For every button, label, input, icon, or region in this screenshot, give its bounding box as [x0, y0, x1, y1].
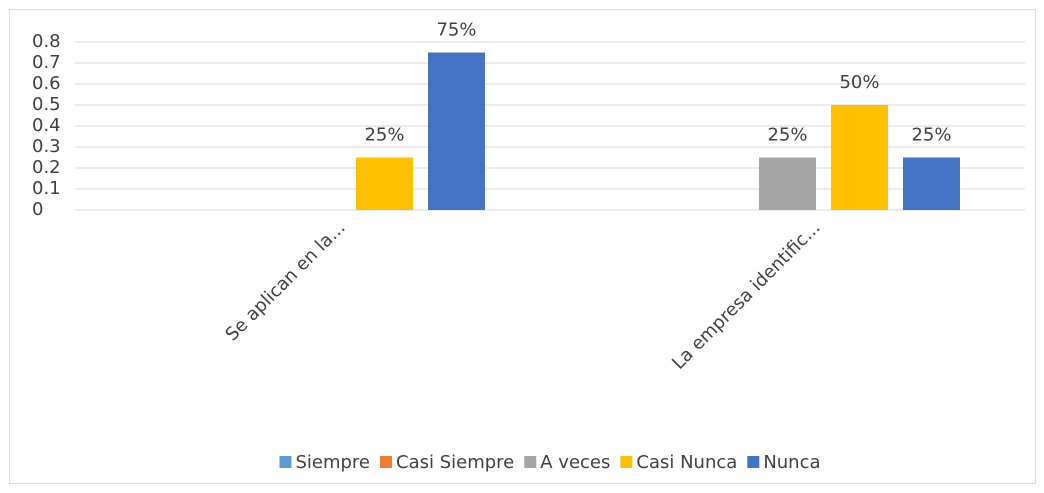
bar [903, 157, 960, 210]
legend-label: Casi Nunca [636, 452, 737, 473]
bar [356, 157, 413, 210]
data-label: 25% [911, 125, 951, 146]
legend-label: Siempre [295, 452, 370, 473]
bar [831, 105, 888, 210]
legend-swatch [747, 456, 760, 468]
y-tick-label: 0.7 [32, 52, 61, 73]
y-tick-label: 0.8 [32, 31, 61, 52]
legend-swatch [620, 456, 633, 468]
y-tick-label: 0.5 [32, 94, 61, 115]
y-tick-label: 0 [32, 199, 43, 220]
y-tick-label: 0.2 [32, 157, 61, 178]
bar [759, 157, 816, 210]
y-tick-label: 0.4 [32, 115, 61, 136]
y-tick-label: 0.3 [32, 136, 61, 157]
legend-label: A veces [540, 452, 610, 473]
data-label: 75% [436, 20, 476, 41]
legend-swatch [524, 456, 537, 468]
data-label: 25% [364, 125, 404, 146]
legend-label: Casi Siempre [396, 452, 514, 473]
legend-swatch [380, 456, 393, 468]
chart-border [9, 9, 1036, 484]
legend-swatch [279, 456, 292, 468]
legend-label: Nunca [763, 452, 820, 473]
data-label: 25% [767, 125, 807, 146]
data-label: 50% [839, 72, 879, 93]
y-tick-label: 0.6 [32, 73, 61, 94]
y-tick-label: 0.1 [32, 178, 61, 199]
bar [428, 52, 485, 210]
